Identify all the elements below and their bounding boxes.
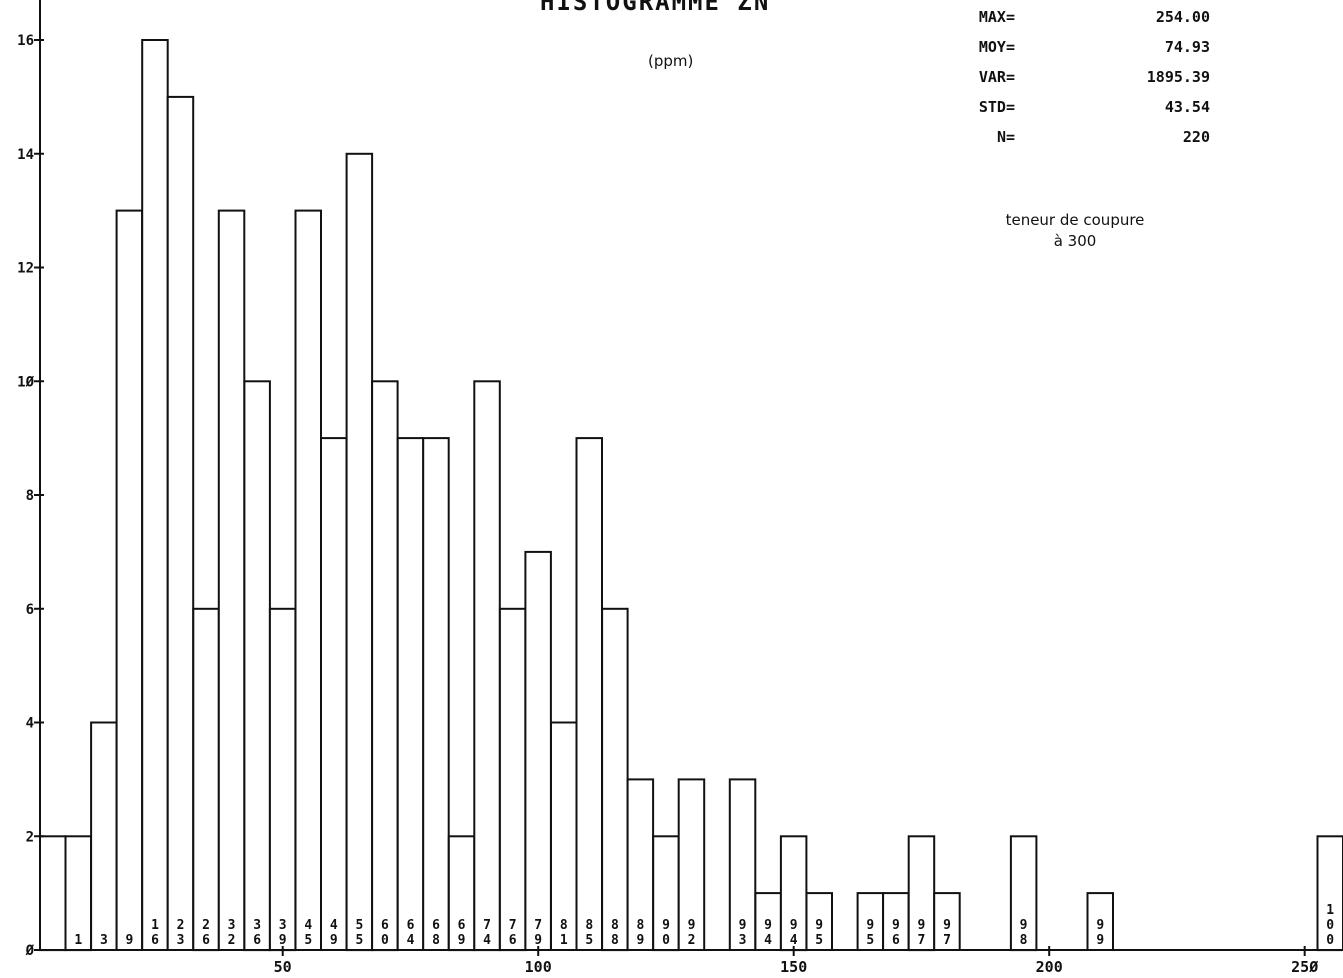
- stat-label: MOY=: [978, 38, 1015, 56]
- stat-max: MAX= 254.00: [960, 4, 1210, 34]
- y-tick-label: Ø: [25, 943, 35, 959]
- stat-label: STD=: [978, 98, 1015, 116]
- histogram-bar: [192, 607, 220, 952]
- stat-mean: MOY= 74.93: [960, 34, 1210, 64]
- y-tick-label: 8: [26, 488, 34, 504]
- histogram-bar: [422, 437, 450, 951]
- x-tick-label: 200: [1036, 958, 1063, 976]
- stat-label: N=: [996, 128, 1015, 146]
- histogram-bar: [856, 892, 885, 951]
- cumulative-label: 9: [125, 933, 133, 948]
- histogram-bar: [39, 835, 67, 952]
- histogram-bar: [115, 209, 144, 952]
- histogram-bar: [243, 380, 271, 952]
- histogram-bar: [371, 380, 399, 952]
- histogram-bar: [550, 721, 578, 951]
- histogram-bar: [396, 437, 425, 951]
- histogram-bar: [473, 380, 501, 952]
- x-tick-label: 50: [274, 958, 292, 976]
- histogram-bar: [601, 607, 629, 952]
- y-tick-label: 14: [17, 147, 34, 163]
- histogram-bar: [268, 607, 297, 952]
- histogram-bar: [141, 39, 169, 951]
- stat-value: 254.00: [1155, 8, 1210, 26]
- y-tick-label: 6: [26, 602, 34, 618]
- cutoff-note-line: teneur de coupure: [1005, 211, 1145, 229]
- histogram-bar: [575, 437, 603, 951]
- stat-variance: VAR= 1895.39: [960, 64, 1210, 94]
- x-tick-label: 150: [780, 958, 807, 976]
- stat-label: VAR=: [978, 68, 1015, 86]
- y-tick-label: 4: [26, 716, 34, 732]
- statistics-panel: MAX= 254.00 MOY= 74.93 VAR= 1895.39 STD=…: [960, 4, 1210, 154]
- y-tick-label: 12: [17, 261, 34, 277]
- x-tick-label: 25Ø: [1291, 958, 1318, 976]
- stat-label: MAX=: [978, 8, 1015, 26]
- histogram-bar: [294, 209, 322, 952]
- x-tick-label: 100: [525, 958, 552, 976]
- y-tick-label: 1Ø: [17, 374, 34, 390]
- cumulative-label: 3: [100, 933, 108, 948]
- stat-value: 74.93: [1164, 38, 1210, 56]
- histogram-bar: [90, 721, 118, 951]
- histogram-bar: [498, 607, 527, 952]
- stat-std: STD= 43.54: [960, 94, 1210, 124]
- chart-title: HISTOGRAMME ZN: [540, 0, 771, 16]
- unit-label: (ppm): [648, 52, 694, 70]
- cumulative-label: 1: [74, 933, 82, 948]
- histogram-bar: [805, 892, 833, 951]
- stat-value: 43.54: [1164, 98, 1210, 116]
- histogram-bar: [1086, 892, 1114, 951]
- histogram-bar: [345, 152, 374, 952]
- cutoff-note: teneur de coupure à 300: [985, 210, 1165, 252]
- cutoff-note-line: à 300: [1053, 232, 1097, 250]
- histogram-bar: [217, 209, 246, 952]
- histogram-bar: [447, 835, 476, 952]
- stat-value: 220: [1182, 128, 1210, 146]
- stat-value: 1895.39: [1146, 68, 1210, 86]
- histogram-bar: [779, 835, 808, 952]
- stat-count: N= 220: [960, 124, 1210, 154]
- histogram-bar: [524, 550, 552, 952]
- y-tick-label: 16: [17, 33, 34, 49]
- histogram-bar: [728, 778, 757, 952]
- y-tick-label: 2: [26, 829, 34, 845]
- histogram-bar: [166, 95, 195, 951]
- histogram-bar: [320, 437, 348, 951]
